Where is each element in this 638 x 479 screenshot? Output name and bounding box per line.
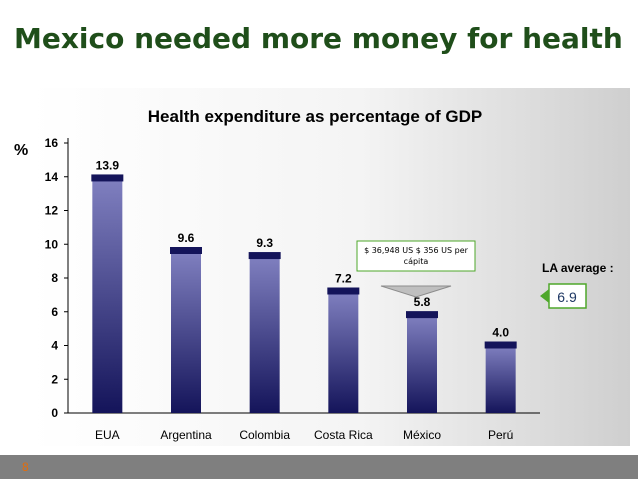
x-category-label: EUA bbox=[95, 428, 120, 442]
bar-value-label: 13.9 bbox=[96, 158, 120, 172]
y-axis-label: % bbox=[14, 142, 28, 159]
y-tick-label: 14 bbox=[45, 170, 59, 184]
bar-m-xico bbox=[407, 315, 437, 413]
bar-value-label: 9.3 bbox=[256, 236, 273, 250]
bar-per- bbox=[485, 345, 516, 413]
x-category-label: Costa Rica bbox=[314, 428, 373, 442]
y-tick-label: 12 bbox=[45, 204, 59, 218]
bar-cap bbox=[248, 252, 281, 260]
bar-cap bbox=[484, 341, 517, 349]
la-average-pointer bbox=[540, 289, 549, 303]
bar-value-label: 7.2 bbox=[335, 272, 352, 286]
y-tick-label: 0 bbox=[51, 406, 58, 420]
callout-box bbox=[356, 240, 476, 272]
bar-cap bbox=[91, 174, 124, 182]
x-category-label: México bbox=[403, 428, 441, 442]
callout-text-line2: cápita bbox=[404, 257, 429, 266]
y-tick-label: 4 bbox=[51, 339, 58, 353]
bar-cap bbox=[170, 247, 202, 254]
y-tick-label: 10 bbox=[45, 237, 59, 251]
la-average-label: LA average : bbox=[542, 261, 614, 275]
bar-eua bbox=[92, 178, 123, 413]
y-tick-label: 2 bbox=[51, 372, 58, 386]
callout-arrow bbox=[380, 285, 452, 298]
y-tick-label: 16 bbox=[45, 136, 59, 150]
x-category-label: Argentina bbox=[160, 428, 212, 442]
bar-colombia bbox=[249, 256, 280, 413]
bar-costa-rica bbox=[328, 291, 359, 413]
bar-cap bbox=[406, 311, 438, 319]
x-category-label: Colombia bbox=[239, 428, 290, 442]
y-tick-label: 8 bbox=[51, 271, 58, 285]
bar-cap bbox=[327, 287, 360, 295]
bar-value-label: 9.6 bbox=[178, 231, 195, 245]
page-number: 8 bbox=[22, 460, 29, 474]
bar-value-label: 5.8 bbox=[414, 295, 431, 309]
footer-bar bbox=[0, 455, 638, 479]
slide-title: Mexico needed more money for health bbox=[14, 22, 623, 55]
x-category-label: Perú bbox=[488, 428, 513, 442]
callout-text-line1: $ 36,948 US $ 356 US per bbox=[364, 246, 469, 255]
la-average-value: 6.9 bbox=[557, 289, 577, 305]
bar-argentina bbox=[171, 251, 201, 413]
y-tick-label: 6 bbox=[51, 305, 58, 319]
bar-value-label: 4.0 bbox=[492, 326, 509, 340]
chart-title: Health expenditure as percentage of GDP bbox=[148, 107, 482, 126]
